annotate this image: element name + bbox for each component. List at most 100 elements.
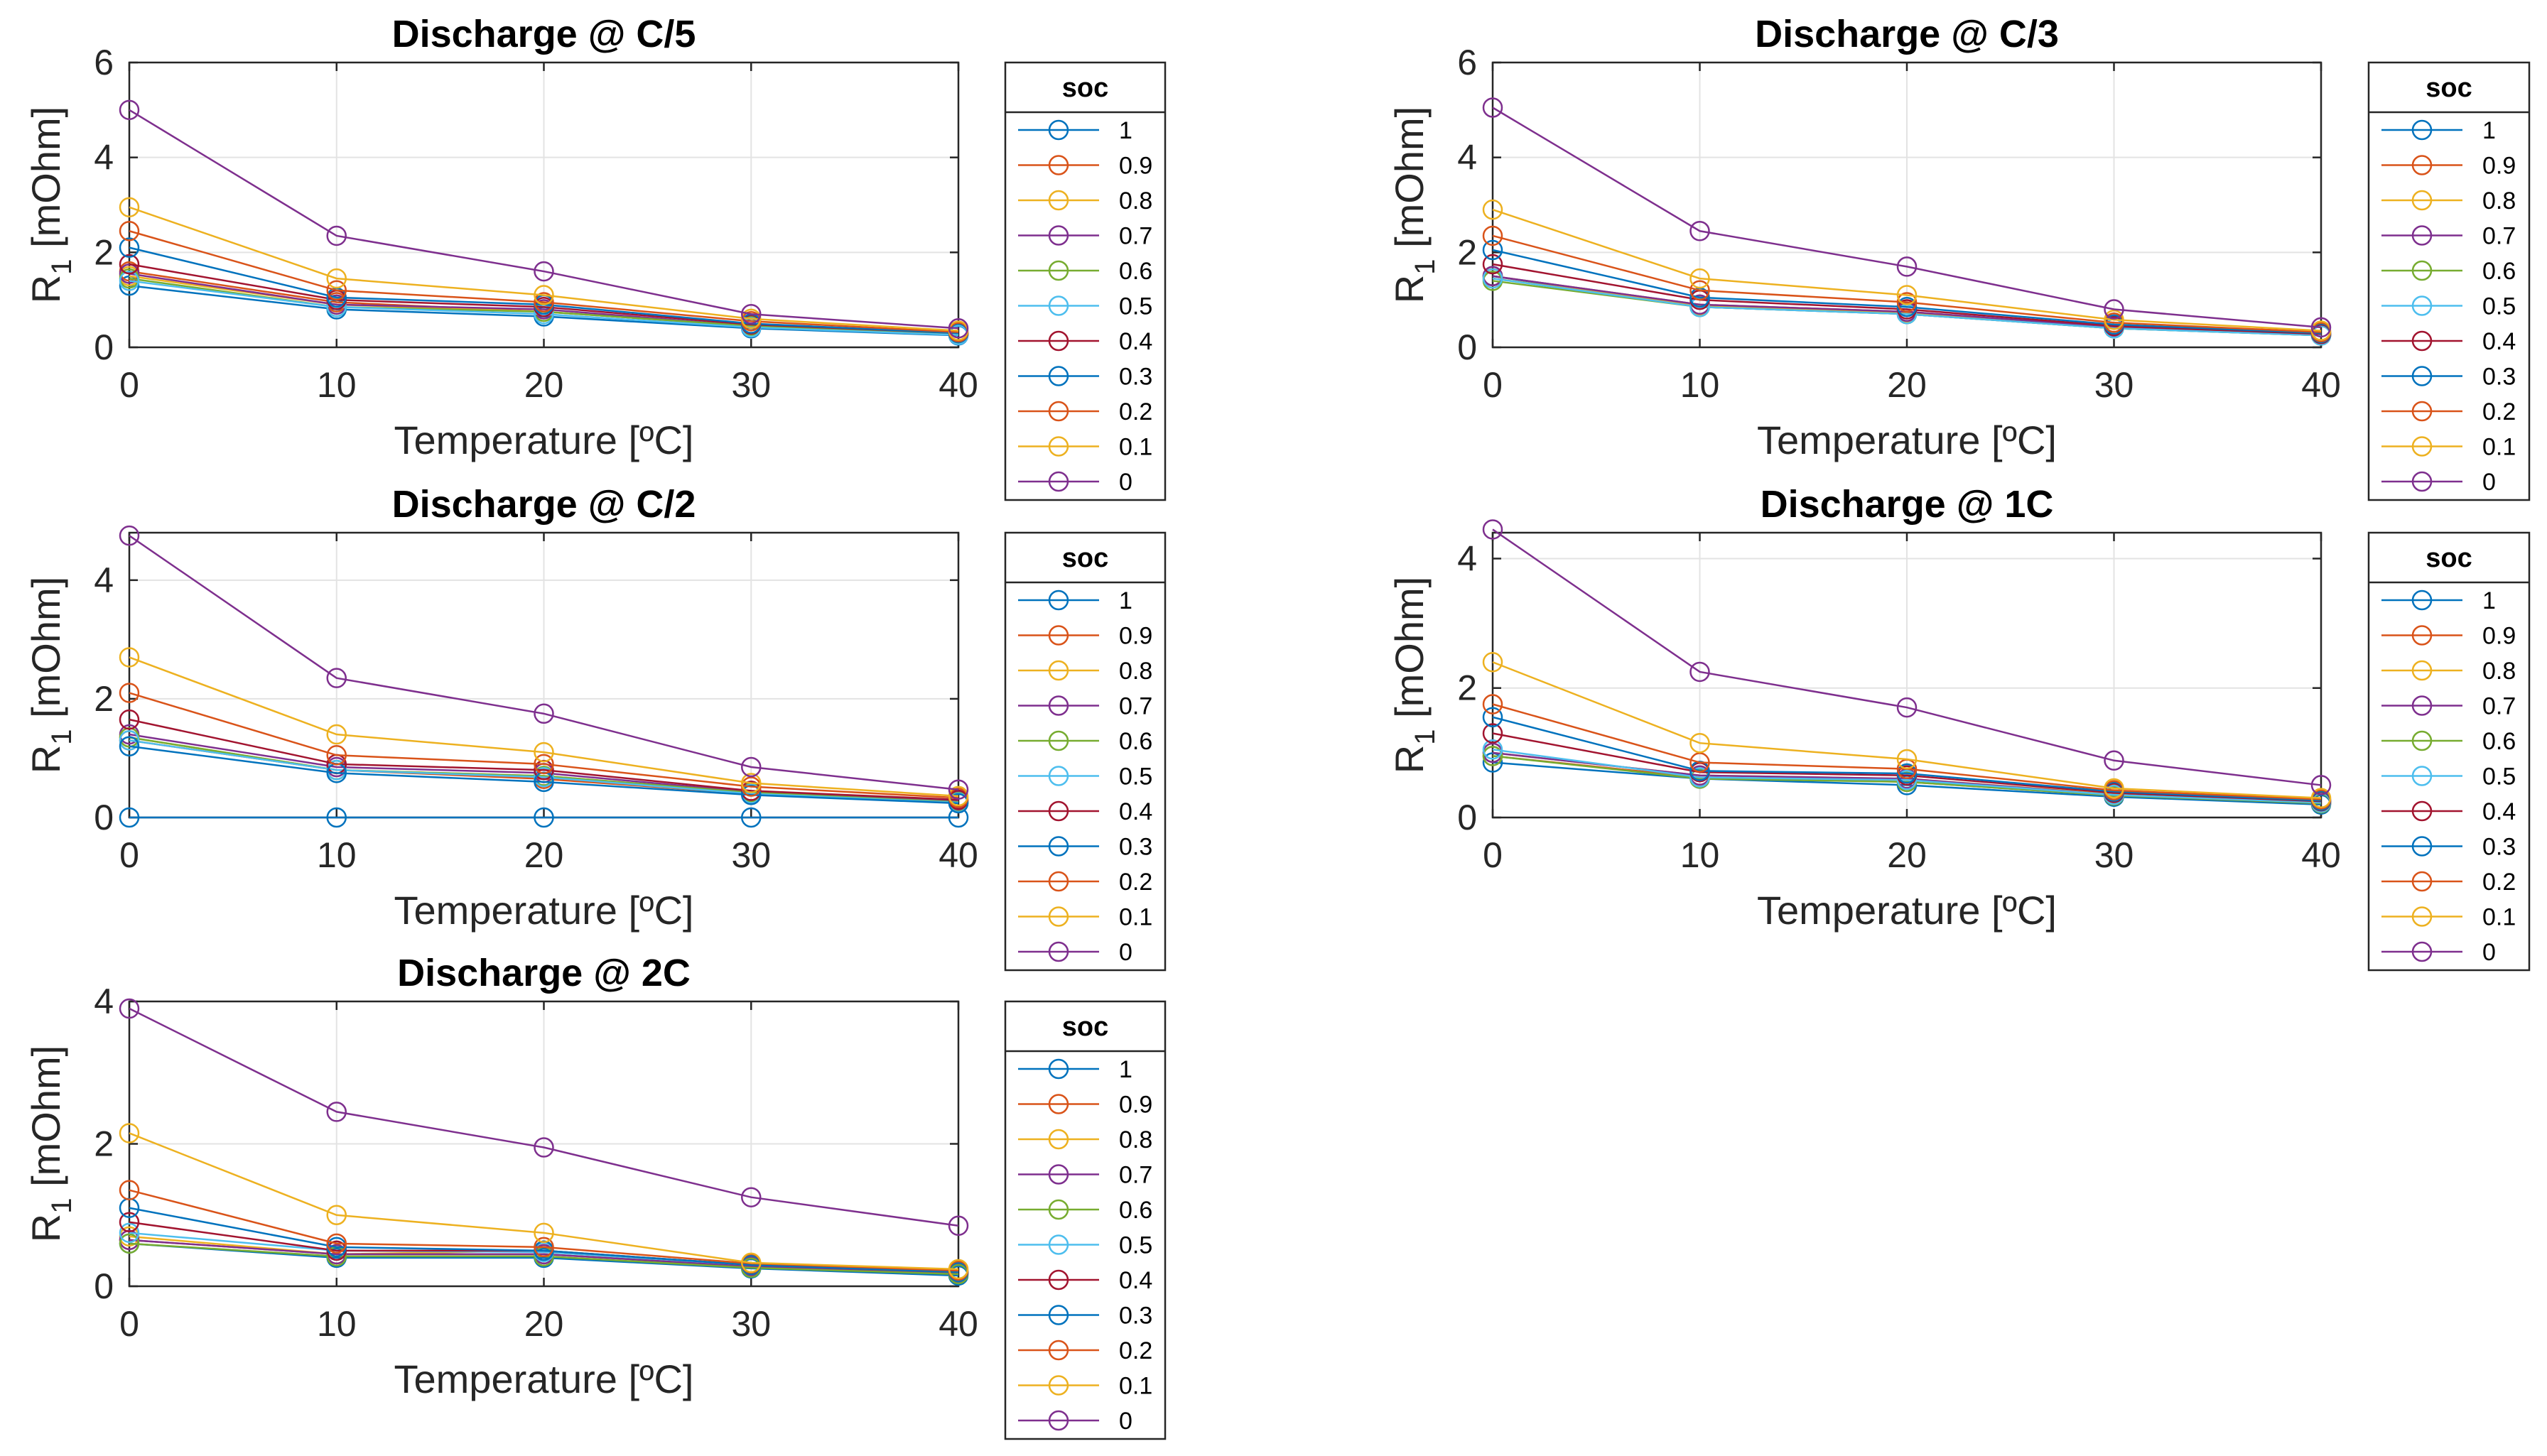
legend-entry-label: 0	[1119, 469, 1132, 496]
x-tick-label: 0	[119, 365, 139, 405]
data-point	[119, 221, 140, 241]
data-point	[326, 1205, 347, 1225]
data-point	[1896, 285, 1918, 305]
data-point	[2310, 317, 2332, 338]
y-tick-label: 6	[94, 43, 114, 82]
y-axis-label-sub: 1	[1410, 729, 1441, 744]
legend-marker	[2411, 436, 2433, 457]
legend-entry-label: 0.1	[1119, 1373, 1152, 1400]
data-point	[326, 225, 347, 246]
data-point	[1482, 268, 1503, 289]
x-tick-label: 0	[119, 835, 139, 875]
legend-title: soc	[1062, 1012, 1108, 1042]
data-point	[1896, 256, 1918, 277]
legend-entry-label: 0.2	[2482, 398, 2516, 425]
legend-marker	[1048, 330, 1069, 352]
legend-marker	[1048, 590, 1069, 611]
data-point	[534, 741, 554, 763]
chart-panel-1: 0 10 20 30 40 0 2 4 6 Discharge @ C/5 Temperature …	[23, 13, 978, 462]
legend-entry-label: 0.9	[1119, 153, 1152, 180]
legend-entry-label: 1	[1119, 587, 1132, 614]
legend-title: soc	[2426, 543, 2472, 573]
series-line-soc-0.3	[1492, 716, 2322, 802]
data-point	[534, 766, 554, 788]
data-point	[2104, 309, 2124, 330]
chart-title: Discharge @ 1C	[1761, 483, 2054, 526]
y-axis-label: R1 [mOhm]	[1387, 577, 1441, 773]
x-tick-label: 10	[1680, 835, 1720, 875]
x-tick-label: 20	[1887, 365, 1927, 405]
x-tick-label: 20	[1887, 835, 1927, 875]
legend-marker	[2411, 260, 2433, 281]
data-point	[741, 1187, 762, 1207]
y-tick-label: 0	[94, 798, 114, 837]
y-axis-label-rest: [mOhm]	[23, 577, 68, 729]
data-point	[741, 781, 762, 801]
legend-marker	[2411, 295, 2433, 316]
legend-box	[1004, 61, 1167, 501]
data-point	[119, 525, 140, 546]
x-tick-label: 10	[317, 1304, 357, 1344]
series-line-soc-0.5	[1492, 277, 2322, 337]
data-point	[741, 807, 762, 828]
legend-entry-label: 0.3	[2482, 364, 2516, 391]
y-tick-label: 0	[94, 1266, 114, 1306]
legend-entry-label: 0.7	[1119, 693, 1152, 720]
legend-2: soc 1 0.9 0.8 0.7 0.6 0.5 0.4 0.3 0.2 0.1 0	[2367, 61, 2531, 501]
y-axis-label: R1 [mOhm]	[23, 1045, 77, 1242]
legend-entry-label: 0.4	[1119, 1267, 1152, 1294]
legend-marker	[1048, 1129, 1069, 1150]
series-line-soc-0.4	[1492, 263, 2322, 335]
series-line-soc-0.3	[129, 1207, 959, 1273]
legend-entry-label: 0.7	[1119, 1162, 1152, 1189]
data-point	[534, 754, 554, 775]
data-point	[1482, 739, 1503, 760]
data-point	[948, 786, 969, 807]
x-axis-label: Temperature [ºC]	[394, 418, 694, 462]
y-tick-label: 4	[1457, 538, 1477, 578]
legend-marker	[1048, 941, 1069, 962]
x-axis-label: Temperature [ºC]	[394, 1357, 694, 1401]
legend-entry-label: 0.9	[1119, 1092, 1152, 1119]
data-point	[2310, 788, 2332, 808]
legend-marker	[1048, 1058, 1069, 1080]
data-point	[326, 807, 347, 828]
x-tick-label: 20	[524, 1304, 564, 1344]
data-point	[119, 271, 140, 291]
legend-marker	[1048, 119, 1069, 141]
legend-box	[2367, 531, 2531, 972]
legend-title: soc	[2426, 73, 2472, 103]
legend-1: soc 1 0.9 0.8 0.7 0.6 0.5 0.4 0.3 0.2 0.1 0	[1004, 61, 1167, 501]
y-axis-label-sub: 1	[46, 259, 77, 274]
data-point	[534, 807, 554, 828]
y-axis-label: R1 [mOhm]	[23, 577, 77, 773]
chart-title: Discharge @ C/5	[392, 13, 696, 55]
data-point	[1482, 97, 1503, 118]
legend-marker	[1048, 766, 1069, 786]
data-point	[1689, 221, 1710, 241]
data-point	[326, 280, 347, 301]
data-point	[741, 303, 762, 325]
data-point	[119, 736, 140, 756]
legend-marker	[1048, 1340, 1069, 1361]
legend-marker	[2411, 119, 2433, 141]
y-tick-label: 4	[94, 982, 114, 1021]
legend-entry-label: 0.5	[2482, 764, 2516, 791]
legend-marker	[2411, 625, 2433, 646]
data-point	[1896, 763, 1918, 784]
legend-marker	[2411, 836, 2433, 857]
legend-entry-label: 1	[2482, 587, 2496, 614]
data-point	[534, 1137, 554, 1158]
x-tick-label: 0	[1483, 835, 1503, 875]
data-point	[326, 1102, 347, 1122]
legend-marker	[1048, 730, 1069, 751]
legend-entry-label: 0.7	[2482, 693, 2516, 720]
legend-entry-label: 0.1	[1119, 434, 1152, 461]
legend-entry-label: 0.5	[2482, 293, 2516, 320]
data-point	[2310, 775, 2332, 795]
x-tick-label: 20	[524, 835, 564, 875]
y-tick-label: 4	[94, 138, 114, 178]
series-line-soc-0.1	[129, 1132, 959, 1271]
data-point	[119, 1180, 140, 1200]
